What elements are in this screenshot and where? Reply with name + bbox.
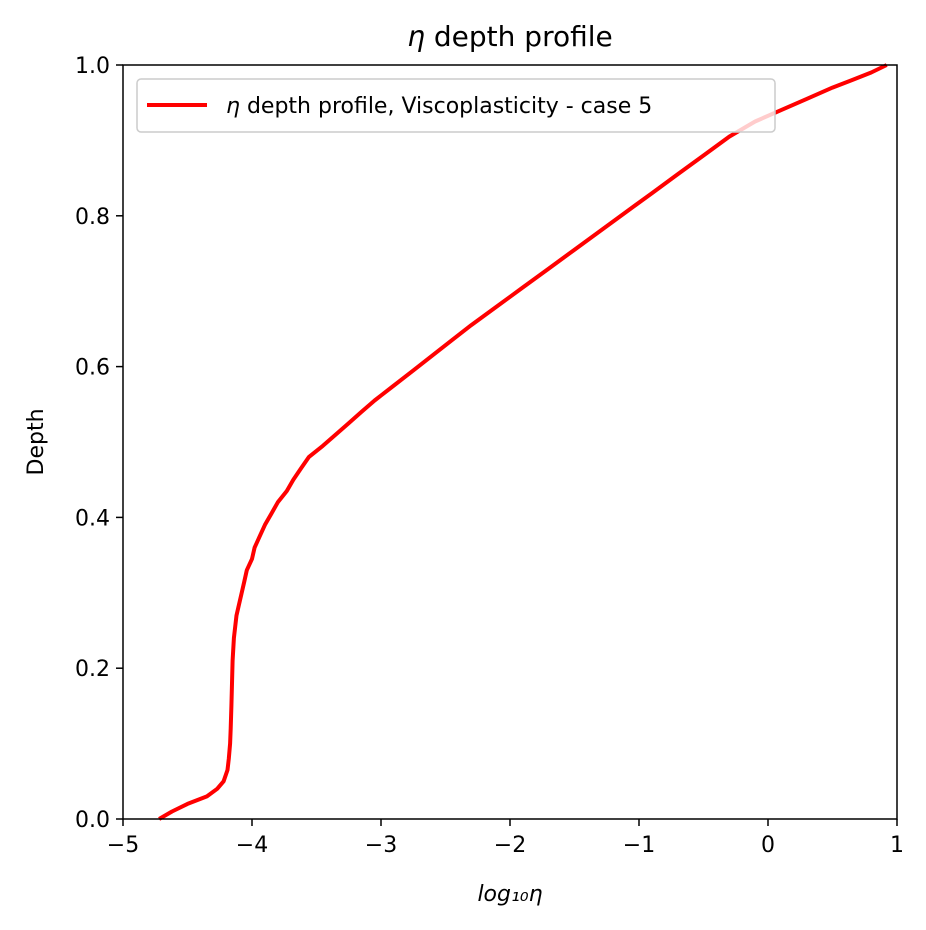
x-tick-label: −2 xyxy=(494,833,526,858)
y-axis-label: Depth xyxy=(24,408,49,475)
series-line-0 xyxy=(158,63,888,821)
chart-title: η depth profile xyxy=(407,20,613,53)
y-axis: 0.0 0.2 0.4 0.6 0.8 1.0 xyxy=(75,54,123,833)
y-tick-label: 0.8 xyxy=(75,205,110,230)
x-tick-label: 1 xyxy=(890,833,904,858)
legend-label: η depth profile, Viscoplasticity - case … xyxy=(226,94,652,119)
x-tick-label: −5 xyxy=(107,833,139,858)
legend: η depth profile, Viscoplasticity - case … xyxy=(136,78,776,133)
x-axis-label: log₁₀η xyxy=(477,882,542,907)
chart-title-text: depth profile xyxy=(425,20,613,53)
plot-border xyxy=(122,64,898,820)
x-tick-label: −1 xyxy=(623,833,655,858)
x-tick-label: 0 xyxy=(761,833,775,858)
y-tick-label: 0.2 xyxy=(75,657,110,682)
y-tick-label: 0.4 xyxy=(75,506,110,531)
x-tick-label: −4 xyxy=(236,833,268,858)
plot-area xyxy=(123,65,897,819)
legend-label-text: depth profile, Viscoplasticity - case 5 xyxy=(240,94,652,119)
y-tick-label: 0.0 xyxy=(75,808,110,833)
legend-label-symbol: η xyxy=(226,94,240,119)
x-tick-label: −3 xyxy=(365,833,397,858)
y-tick-label: 0.6 xyxy=(75,356,110,381)
legend-box xyxy=(136,78,776,133)
chart-title-symbol: η xyxy=(407,20,425,53)
series-layer xyxy=(158,63,888,821)
x-axis: −5 −4 −3 −2 −1 0 1 xyxy=(107,819,904,858)
y-tick-label: 1.0 xyxy=(75,54,110,79)
